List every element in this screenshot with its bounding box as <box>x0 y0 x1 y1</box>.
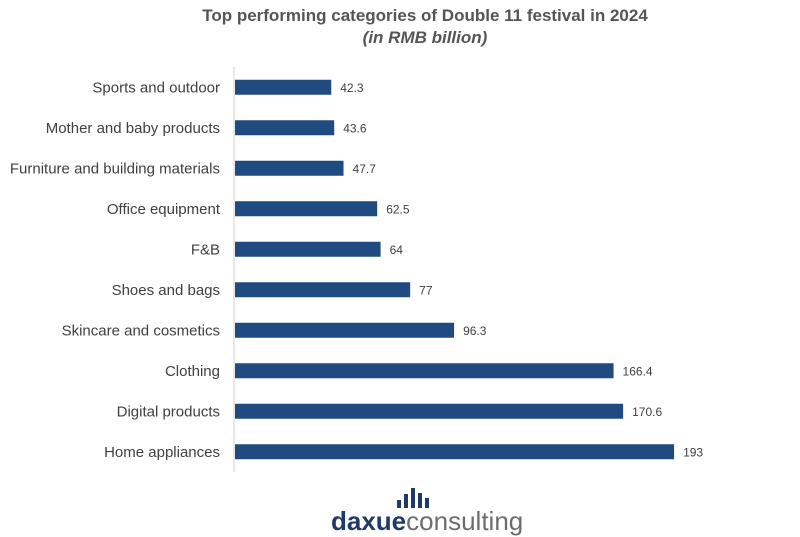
chart-title: Top performing categories of Double 11 f… <box>202 6 648 25</box>
value-labels-group: 42.3 43.6 47.7 62.5 64 77 96.3 166.4 170.6 193 <box>340 81 703 460</box>
value-label-3: 62.5 <box>386 202 410 216</box>
category-label-5: Shoes and bags <box>112 282 220 299</box>
bar-5 <box>235 282 411 298</box>
category-label-0: Sports and outdoor <box>92 79 220 96</box>
category-label-9: Home appliances <box>104 444 220 461</box>
chart-subtitle: (in RMB billion) <box>363 28 488 47</box>
category-labels-group: Sports and outdoor Mother and baby produc… <box>10 79 221 461</box>
value-label-5: 77 <box>419 283 433 297</box>
bar-8 <box>235 403 624 419</box>
value-label-4: 64 <box>390 243 404 257</box>
bar-6 <box>235 322 455 338</box>
value-label-7: 166.4 <box>623 364 653 378</box>
bar-7 <box>235 363 614 379</box>
bar-1 <box>235 120 335 136</box>
value-label-1: 43.6 <box>343 121 367 135</box>
value-label-9: 193 <box>683 445 703 459</box>
category-label-8: Digital products <box>117 403 220 420</box>
category-label-1: Mother and baby products <box>46 120 220 137</box>
value-label-0: 42.3 <box>340 81 364 95</box>
logo-text: daxueconsulting <box>331 506 523 536</box>
value-label-8: 170.6 <box>632 405 662 419</box>
category-label-7: Clothing <box>165 363 220 380</box>
bar-3 <box>235 201 378 217</box>
category-label-2: Furniture and building materials <box>10 160 220 177</box>
bar-9 <box>235 444 675 460</box>
category-label-3: Office equipment <box>107 201 221 218</box>
bars-group <box>235 79 675 460</box>
category-label-4: F&B <box>191 241 220 258</box>
daxue-logo: daxueconsulting <box>331 488 523 536</box>
bar-2 <box>235 160 344 176</box>
value-label-2: 47.7 <box>353 162 377 176</box>
category-label-6: Skincare and cosmetics <box>62 322 220 339</box>
bar-4 <box>235 241 381 257</box>
value-label-6: 96.3 <box>463 324 487 338</box>
logo-bars-icon <box>397 488 429 508</box>
bar-0 <box>235 79 332 95</box>
